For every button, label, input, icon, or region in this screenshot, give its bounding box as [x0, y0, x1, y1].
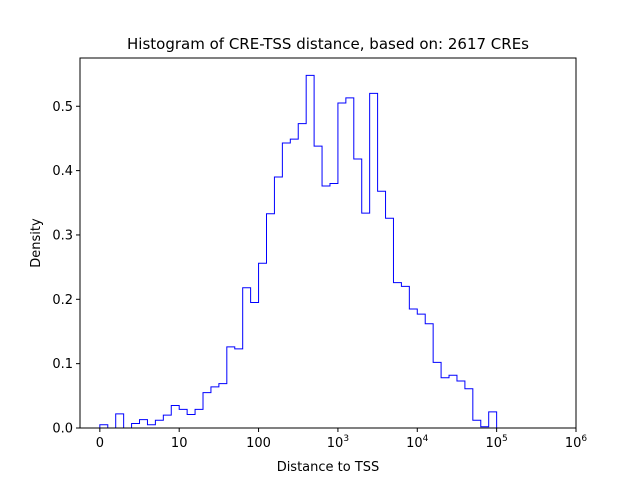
x-tick-label: 106 — [565, 434, 588, 451]
x-axis-label: Distance to TSS — [277, 460, 380, 475]
y-tick-label: 0.4 — [52, 164, 73, 179]
y-tick-label: 0.0 — [52, 422, 73, 437]
y-tick-label: 0.3 — [52, 228, 73, 243]
y-tick-label: 0.5 — [52, 100, 73, 115]
y-tick-label: 0.2 — [52, 293, 73, 308]
histogram-step-line — [99, 74, 513, 429]
x-tick-label: 100 — [246, 436, 271, 451]
axes-frame — [79, 57, 577, 429]
y-tick-label: 0.1 — [52, 357, 73, 372]
x-tick-label: 104 — [406, 434, 429, 451]
x-axis-ticks: 0 10 100 103 104 105 106 — [96, 428, 588, 451]
histogram-layer — [99, 74, 513, 429]
y-axis-label: Density — [29, 218, 44, 268]
x-tick-label: 105 — [485, 434, 507, 451]
y-axis-ticks: 0.0 0.1 0.2 0.3 0.4 0.5 — [52, 100, 80, 437]
x-tick-label: 10 — [171, 436, 188, 451]
x-tick-label: 103 — [327, 434, 349, 451]
x-tick-label: 0 — [96, 436, 104, 451]
plot-area — [80, 58, 576, 428]
chart-title: Histogram of CRE-TSS distance, based on:… — [127, 35, 529, 53]
